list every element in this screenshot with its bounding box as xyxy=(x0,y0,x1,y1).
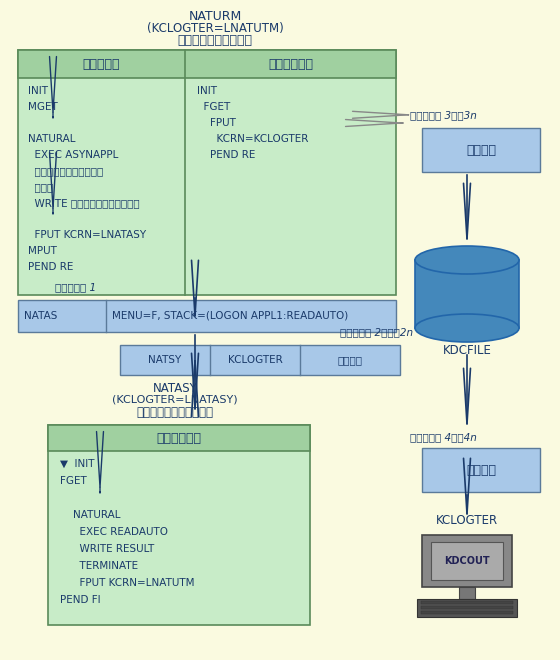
Text: 非同期タスク: 非同期タスク xyxy=(156,432,202,444)
Text: 非同期アプリケーション: 非同期アプリケーション xyxy=(137,406,213,419)
Bar xyxy=(48,425,310,451)
Text: KDCOUT: KDCOUT xyxy=(444,556,490,566)
Text: 非同期タスク: 非同期タスク xyxy=(268,57,313,71)
Text: FPUT KCRN=LNATUTM: FPUT KCRN=LNATUTM xyxy=(60,578,194,588)
Bar xyxy=(422,535,512,587)
Text: KCLOGTER: KCLOGTER xyxy=(436,514,498,527)
Ellipse shape xyxy=(415,314,519,342)
Text: NATURAL: NATURAL xyxy=(60,510,120,520)
Text: 画面出力: 画面出力 xyxy=(466,143,496,156)
Bar xyxy=(18,300,396,332)
Text: (KCLOGTER=LNATASY): (KCLOGTER=LNATASY) xyxy=(112,394,238,404)
Text: KCRN=KCLOGTER: KCRN=KCLOGTER xyxy=(197,134,309,144)
Text: NATASY: NATASY xyxy=(153,382,197,395)
Bar xyxy=(120,345,400,375)
Text: NATURM: NATURM xyxy=(188,10,241,23)
Text: PEND RE: PEND RE xyxy=(28,262,73,272)
Bar xyxy=(421,611,513,614)
Text: KCLOGTER: KCLOGTER xyxy=(227,355,282,365)
Bar xyxy=(18,50,396,295)
Text: FPUT: FPUT xyxy=(197,118,236,128)
Text: メッセージ 3．．3n: メッセージ 3．．3n xyxy=(410,110,477,120)
Text: FPUT KCRN=LNATASY: FPUT KCRN=LNATASY xyxy=(28,230,146,240)
Text: EXEC READAUTO: EXEC READAUTO xyxy=(60,527,168,537)
Text: NATSY: NATSY xyxy=(148,355,181,365)
Ellipse shape xyxy=(415,246,519,274)
Bar xyxy=(422,128,540,172)
Text: TERMINATE: TERMINATE xyxy=(60,561,138,571)
Bar xyxy=(48,425,310,625)
Text: NATAS: NATAS xyxy=(24,311,57,321)
Text: KDCFILE: KDCFILE xyxy=(442,344,492,357)
Text: の開始: の開始 xyxy=(28,182,53,192)
Text: WRITE ダイナミックパラメータ: WRITE ダイナミックパラメータ xyxy=(28,198,139,208)
Text: INIT: INIT xyxy=(197,86,217,96)
Text: FGET: FGET xyxy=(197,102,230,112)
Text: PEND FI: PEND FI xyxy=(60,595,101,605)
Bar xyxy=(421,606,513,609)
Text: 同期アプリケーション: 同期アプリケーション xyxy=(178,34,253,47)
Text: NATURAL: NATURAL xyxy=(28,134,76,144)
Text: MGET: MGET xyxy=(28,102,58,112)
Text: EXEC ASYNAPPL: EXEC ASYNAPPL xyxy=(28,150,118,160)
Bar xyxy=(417,599,517,617)
Text: 同期タスク: 同期タスク xyxy=(83,57,120,71)
Text: INIT: INIT xyxy=(28,86,48,96)
Bar xyxy=(459,587,475,599)
Bar xyxy=(431,542,503,580)
Text: (KCLOGTER=LNATUTM): (KCLOGTER=LNATUTM) xyxy=(147,22,283,35)
Bar xyxy=(18,50,396,78)
Text: PEND RE: PEND RE xyxy=(197,150,255,160)
Bar xyxy=(422,448,540,492)
Text: 画面出力: 画面出力 xyxy=(338,355,362,365)
Text: 非同期トランザクション: 非同期トランザクション xyxy=(28,166,103,176)
Bar xyxy=(421,601,513,604)
Text: メッセージ 2．．．2n: メッセージ 2．．．2n xyxy=(340,327,413,337)
Bar xyxy=(415,260,519,328)
Text: ▼  INIT: ▼ INIT xyxy=(60,459,95,469)
Text: MPUT: MPUT xyxy=(28,246,57,256)
Text: メッセージ 4．．4n: メッセージ 4．．4n xyxy=(410,432,477,442)
Text: 画面出力: 画面出力 xyxy=(466,463,496,477)
Text: MENU=F, STACK=(LOGON APPL1:READAUTO): MENU=F, STACK=(LOGON APPL1:READAUTO) xyxy=(112,311,348,321)
Text: FGET: FGET xyxy=(60,476,87,486)
Text: WRITE RESULT: WRITE RESULT xyxy=(60,544,154,554)
Text: メッセージ 1: メッセージ 1 xyxy=(55,282,96,292)
